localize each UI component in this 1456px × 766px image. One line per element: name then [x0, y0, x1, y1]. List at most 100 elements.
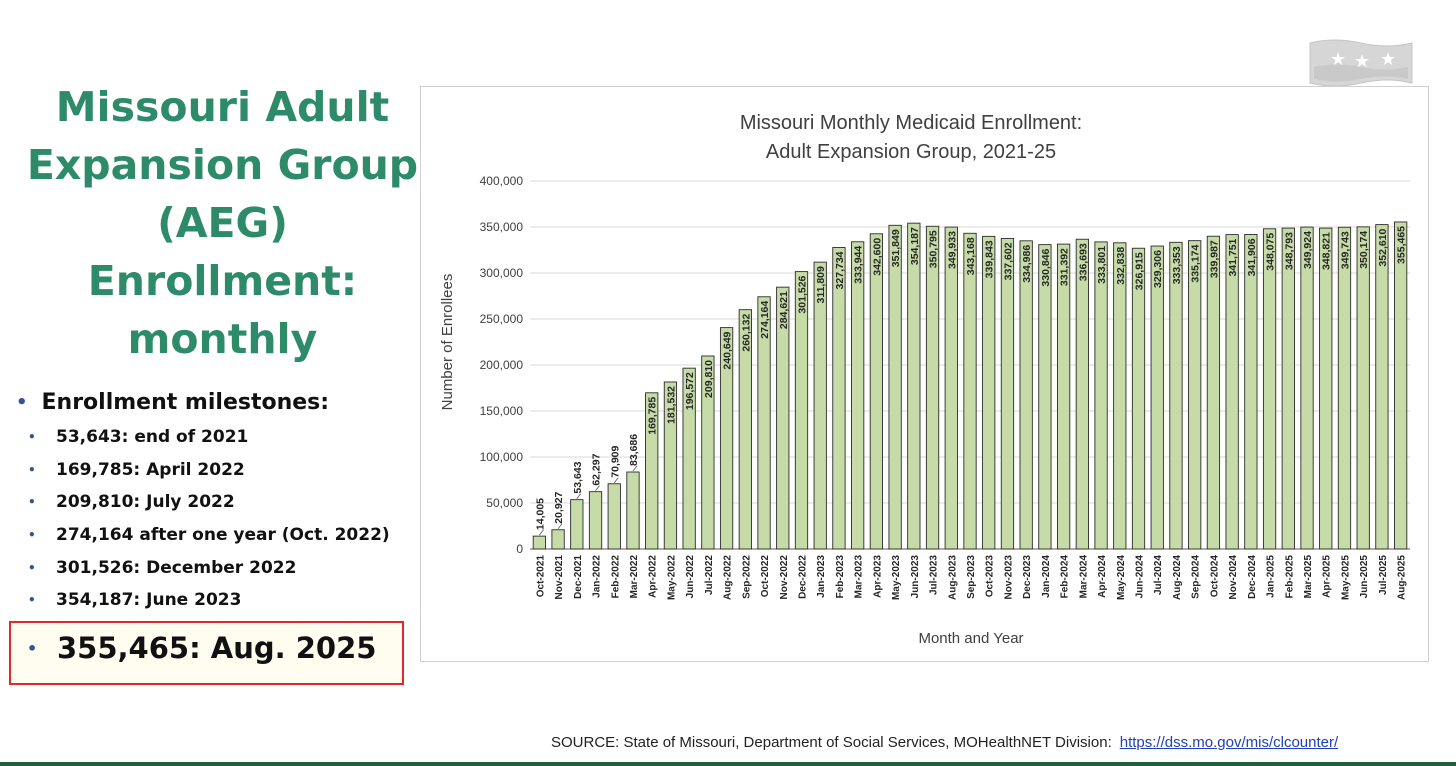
- y-tick-label: 350,000: [480, 220, 524, 234]
- data-label: 70,909: [609, 445, 621, 477]
- milestones-heading: Enrollment milestones:: [41, 390, 330, 415]
- x-tick-label: May-2024: [1116, 555, 1127, 600]
- bullet-icon: •: [16, 392, 28, 413]
- bar: [645, 392, 659, 550]
- milestone-text: 169,785: April 2022: [56, 459, 245, 480]
- data-label: 334,986: [1021, 245, 1033, 283]
- x-axis-label: Month and Year: [918, 630, 1023, 647]
- x-tick-label: Apr-2024: [1097, 555, 1108, 598]
- data-label: 350,795: [928, 230, 940, 268]
- y-tick-label: 100,000: [480, 450, 524, 464]
- x-tick-label: Sep-2024: [1191, 555, 1202, 599]
- data-label: 349,743: [1339, 231, 1351, 269]
- flag-logo-icon: ★ ★ ★: [1309, 39, 1413, 87]
- y-axis-ticks: 0 50,000 100,000 150,000 200,000 250,000 300,0…: [480, 174, 524, 556]
- x-tick-label: Nov-2022: [779, 555, 790, 600]
- bar: [794, 271, 809, 550]
- x-tick-label: Feb-2023: [835, 555, 846, 599]
- y-tick-label: 0: [516, 542, 523, 556]
- highlight-box: • 355,465: Aug. 2025: [9, 621, 404, 685]
- bar: [1262, 228, 1277, 550]
- data-label: 209,810: [703, 360, 715, 398]
- bar: [551, 529, 565, 550]
- list-item: • 169,785: April 2022: [28, 454, 416, 487]
- x-tick-label: Jan-2023: [816, 555, 827, 598]
- x-tick-label: Feb-2025: [1284, 555, 1295, 599]
- data-label: 20,927: [553, 491, 565, 523]
- x-tick-label: May-2022: [666, 555, 677, 600]
- x-tick-label: Aug-2023: [947, 555, 958, 600]
- highlight-text: 355,465: Aug. 2025: [57, 631, 377, 665]
- y-tick-label: 200,000: [480, 358, 524, 372]
- bullet-icon: •: [28, 560, 36, 575]
- bar: [1225, 234, 1239, 550]
- bar: [1150, 245, 1164, 550]
- bullet-icon: •: [28, 495, 36, 510]
- x-tick-label: Jan-2025: [1266, 555, 1277, 598]
- data-label: 181,532: [665, 386, 677, 424]
- x-tick-label: Dec-2021: [573, 555, 584, 599]
- bar: [607, 483, 621, 550]
- data-label: 341,751: [1227, 238, 1239, 276]
- bar: [1281, 227, 1295, 550]
- label-leader-line: [557, 523, 563, 529]
- y-tick-label: 150,000: [480, 404, 524, 418]
- bar: [1169, 241, 1183, 550]
- milestone-text: 274,164 after one year (Oct. 2022): [56, 525, 390, 546]
- x-tick-label: Jun-2025: [1359, 555, 1370, 599]
- bar: [570, 499, 584, 550]
- bar: [663, 381, 678, 550]
- bar-chart: Missouri Monthly Medicaid Enrollment: Ad…: [439, 112, 1410, 647]
- milestones-list: • 53,643: end of 2021 • 169,785: April 202…: [16, 421, 416, 617]
- x-tick-label: Nov-2023: [1003, 555, 1014, 600]
- data-label: 169,785: [647, 397, 659, 435]
- chart-title: Missouri Monthly Medicaid Enrollment:: [740, 112, 1082, 134]
- x-tick-label: May-2023: [891, 555, 902, 600]
- data-label: 348,793: [1283, 232, 1295, 270]
- data-label: 196,572: [684, 372, 696, 410]
- source-link[interactable]: https://dss.mo.gov/mis/clcounter/: [1119, 734, 1339, 751]
- data-label: 274,164: [759, 301, 771, 339]
- x-tick-label: Oct-2022: [760, 555, 771, 598]
- footer-rule: [0, 762, 1456, 766]
- x-tick-label: Jun-2023: [910, 555, 921, 599]
- data-label: 337,602: [1002, 242, 1014, 280]
- bullet-icon: •: [28, 528, 36, 543]
- x-tick-label: Jul-2025: [1378, 555, 1389, 595]
- bar: [588, 491, 603, 550]
- data-label: 348,821: [1321, 232, 1333, 270]
- milestones-section: • Enrollment milestones: • 53,643: end of…: [16, 390, 416, 617]
- list-item: • 209,810: July 2022: [28, 486, 416, 519]
- bar: [1113, 242, 1127, 550]
- list-item: • 354,187: June 2023: [28, 584, 416, 617]
- svg-text:★: ★: [1330, 49, 1346, 70]
- label-leader-line: [539, 529, 544, 536]
- data-label: 83,686: [628, 434, 640, 466]
- x-tick-label: Oct-2021: [535, 555, 546, 598]
- bar: [832, 247, 846, 550]
- x-tick-label: Jul-2024: [1153, 555, 1164, 595]
- page-title-line: Expansion Group: [26, 141, 419, 189]
- y-tick-label: 300,000: [480, 266, 524, 280]
- data-label: 336,693: [1077, 243, 1089, 281]
- data-label: 335,174: [1190, 244, 1202, 282]
- milestone-text: 209,810: July 2022: [56, 492, 235, 513]
- x-tick-label: Apr-2025: [1322, 555, 1333, 598]
- x-tick-label: Sep-2022: [741, 555, 752, 599]
- list-item: • 274,164 after one year (Oct. 2022): [28, 519, 416, 552]
- bullet-icon: •: [27, 638, 38, 658]
- y-tick-label: 250,000: [480, 312, 524, 326]
- bar: [1131, 247, 1146, 550]
- source-note: SOURCE: State of Missouri, Department of…: [551, 734, 1338, 751]
- bar: [1188, 240, 1202, 550]
- bullet-icon: •: [28, 593, 36, 608]
- label-leader-line: [613, 477, 619, 484]
- list-item: • 53,643: end of 2021: [28, 421, 416, 454]
- x-tick-label: Nov-2024: [1228, 555, 1239, 600]
- x-tick-label: Sep-2023: [966, 555, 977, 599]
- data-label: 350,174: [1358, 231, 1370, 269]
- data-label: 330,846: [1040, 248, 1052, 286]
- data-label: 53,643: [572, 461, 584, 493]
- data-label: 301,526: [796, 275, 808, 313]
- bar: [907, 222, 921, 550]
